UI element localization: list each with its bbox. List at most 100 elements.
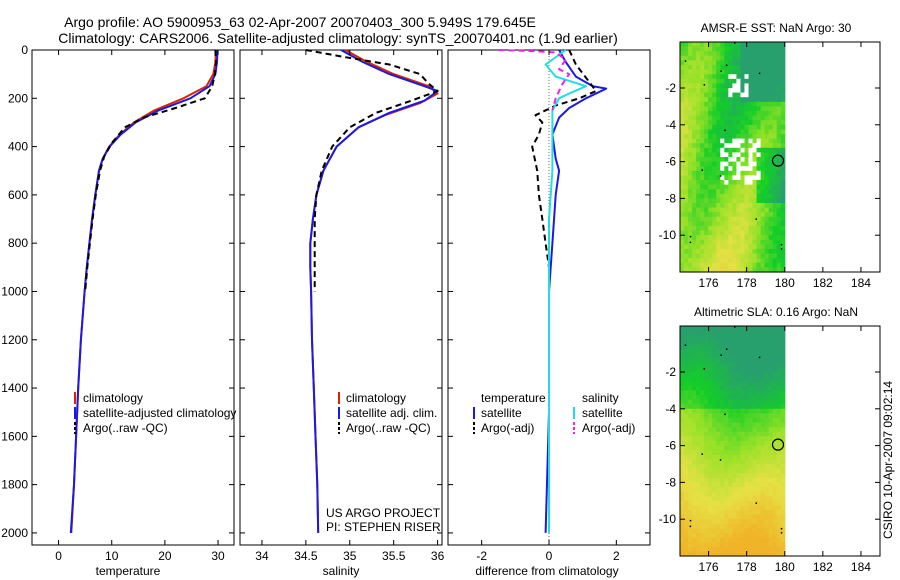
map-cell (744, 216, 750, 222)
map-cell (684, 353, 689, 359)
map-cell (756, 193, 762, 199)
map-cell (680, 482, 685, 488)
map-cell (704, 253, 709, 259)
map-cell (692, 207, 697, 213)
map-cell (756, 83, 762, 89)
map-cell (744, 106, 750, 112)
map-cell (704, 542, 709, 548)
map-cell (732, 115, 738, 121)
map-cell (744, 124, 750, 130)
map-cell (696, 528, 701, 534)
map-cell (692, 477, 697, 483)
map-cell (720, 427, 725, 433)
map-cell (764, 129, 770, 135)
map-cell (756, 464, 762, 470)
map-cell (780, 381, 786, 387)
map-cell (704, 418, 709, 424)
map-cell (708, 496, 713, 502)
map-cell (780, 459, 786, 465)
map-cell (732, 464, 738, 470)
y-tick-label: 0 (21, 43, 28, 57)
difference-legend: temperature satellite Argo(-adj) salinit… (473, 391, 635, 435)
map-cell (744, 473, 750, 479)
map-cell (776, 170, 782, 176)
map-cell (780, 496, 786, 502)
map-cell (768, 326, 774, 332)
map-cell (720, 441, 725, 447)
map-cell (696, 60, 701, 66)
map-cell (780, 413, 786, 419)
map-cell (720, 46, 725, 52)
map-cell (712, 115, 717, 121)
map-cell (696, 390, 701, 396)
map-cell (696, 83, 701, 89)
map-cell (764, 253, 770, 259)
map-cell (688, 253, 693, 259)
map-cell (772, 170, 778, 176)
map-cell (712, 372, 717, 378)
map-cell (716, 230, 721, 236)
map-cell (712, 207, 717, 213)
sst-map-title: AMSR-E SST: NaN Argo: 30 (701, 21, 852, 35)
map-cell (680, 519, 685, 525)
island-mark (724, 413, 726, 416)
map-cell (732, 546, 738, 552)
map-cell (740, 106, 746, 112)
map-cell (728, 184, 733, 190)
map-cell (752, 51, 758, 57)
x-tick-label: -2 (476, 549, 487, 563)
map-cell (720, 326, 725, 332)
map-cell (780, 249, 786, 255)
map-cell (776, 445, 782, 451)
map-cell (768, 134, 774, 140)
map-cell (772, 129, 778, 135)
map-cell (772, 115, 778, 121)
map-cell (780, 487, 786, 493)
map-cell (768, 111, 774, 117)
map-cell (776, 468, 782, 474)
map-cell (776, 101, 782, 107)
map-cell (692, 519, 697, 525)
map-y-tick-label: -4 (665, 118, 676, 132)
map-cell (720, 477, 725, 483)
map-cell (712, 344, 717, 350)
map-cell (716, 161, 721, 167)
map-cell (768, 106, 774, 112)
map-cell (776, 372, 782, 378)
map-cell (772, 418, 778, 424)
map-cell (756, 129, 762, 135)
map-cell (692, 166, 697, 172)
map-cell (724, 399, 729, 405)
x-tick-label: 35 (343, 549, 357, 563)
map-cell (748, 101, 754, 107)
map-cell (680, 138, 685, 144)
map-cell (692, 193, 697, 199)
map-cell (756, 510, 762, 516)
map-cell (748, 120, 754, 126)
map-cell (688, 385, 693, 391)
map-cell (752, 514, 758, 520)
map-cell (776, 431, 782, 437)
map-cell (780, 198, 786, 204)
map-cell (748, 551, 754, 557)
map-cell (772, 358, 778, 364)
map-cell (728, 120, 733, 126)
map-cell (684, 203, 689, 209)
map-cell (680, 253, 685, 259)
map-cell (728, 267, 733, 273)
map-cell (716, 51, 721, 57)
map-cell (716, 212, 721, 218)
map-cell (736, 78, 742, 84)
map-cell (720, 258, 725, 264)
map-cell (696, 226, 701, 232)
map-cell (700, 115, 705, 121)
map-cell (740, 203, 746, 209)
map-cell (716, 372, 721, 378)
map-cell (736, 258, 742, 264)
map-cell (768, 170, 774, 176)
map-cell (696, 262, 701, 268)
map-cell (756, 381, 762, 387)
map-cell (684, 344, 689, 350)
map-cell (740, 184, 746, 190)
map-cell (704, 216, 709, 222)
